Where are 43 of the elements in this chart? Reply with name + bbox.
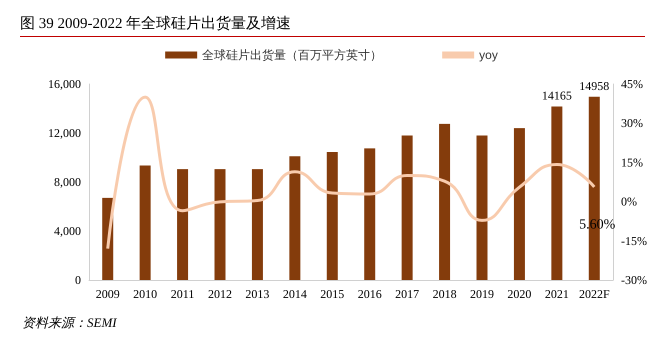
text: 资料来源：SEMI <box>22 314 117 332</box>
legend-label: 全球硅片出货量（百万平方英寸） <box>202 48 382 62</box>
bar <box>289 156 300 280</box>
x-tick-label: 2012 <box>208 287 232 301</box>
bar <box>140 165 151 280</box>
legend-label: yoy <box>479 48 498 62</box>
y2-tick-label: 30% <box>621 116 643 130</box>
y-tick-label: 0 <box>75 273 81 287</box>
y-tick-label: 8,000 <box>54 175 81 189</box>
x-tick-label: 2009 <box>96 287 120 301</box>
y2-tick-label: 45% <box>621 77 643 91</box>
bar <box>326 152 338 280</box>
x-tick-label: 2021 <box>544 287 569 301</box>
x-tick-label: 2015 <box>320 287 344 301</box>
bar <box>551 106 562 280</box>
x-tick-label: 2014 <box>282 287 307 301</box>
x-tick-label: 2010 <box>133 287 158 301</box>
chart-title: 图 39 2009-2022 年全球硅片出货量及增速 <box>20 14 645 37</box>
x-tick-label: 2022F <box>578 287 610 301</box>
bar <box>252 169 263 280</box>
y2-tick-label: 15% <box>621 155 643 170</box>
x-tick-label: 2017 <box>395 287 420 301</box>
x-tick-label: 2018 <box>432 287 457 301</box>
y2-tick-label: -15% <box>621 234 647 248</box>
bar <box>214 169 226 280</box>
x-tick-label: 2013 <box>245 287 270 301</box>
data-label: 14958 <box>579 78 610 93</box>
x-tick-label: 2011 <box>170 287 194 301</box>
x-tick-label: 2019 <box>470 287 494 301</box>
bar <box>177 169 188 280</box>
y2-tick-label: 0% <box>621 194 637 209</box>
data-label: 14165 <box>542 88 572 102</box>
y-tick-label: 12,000 <box>48 126 81 140</box>
bar <box>402 135 413 280</box>
bar <box>364 148 376 280</box>
bar <box>476 135 488 280</box>
y-tick-label: 4,000 <box>54 224 81 238</box>
bar <box>514 128 525 280</box>
y-tick-label: 16,000 <box>48 77 81 91</box>
x-tick-label: 2016 <box>358 287 382 301</box>
x-tick-label: 2020 <box>507 287 532 301</box>
bar <box>439 124 450 280</box>
y2-tick-label: -30% <box>621 273 647 287</box>
